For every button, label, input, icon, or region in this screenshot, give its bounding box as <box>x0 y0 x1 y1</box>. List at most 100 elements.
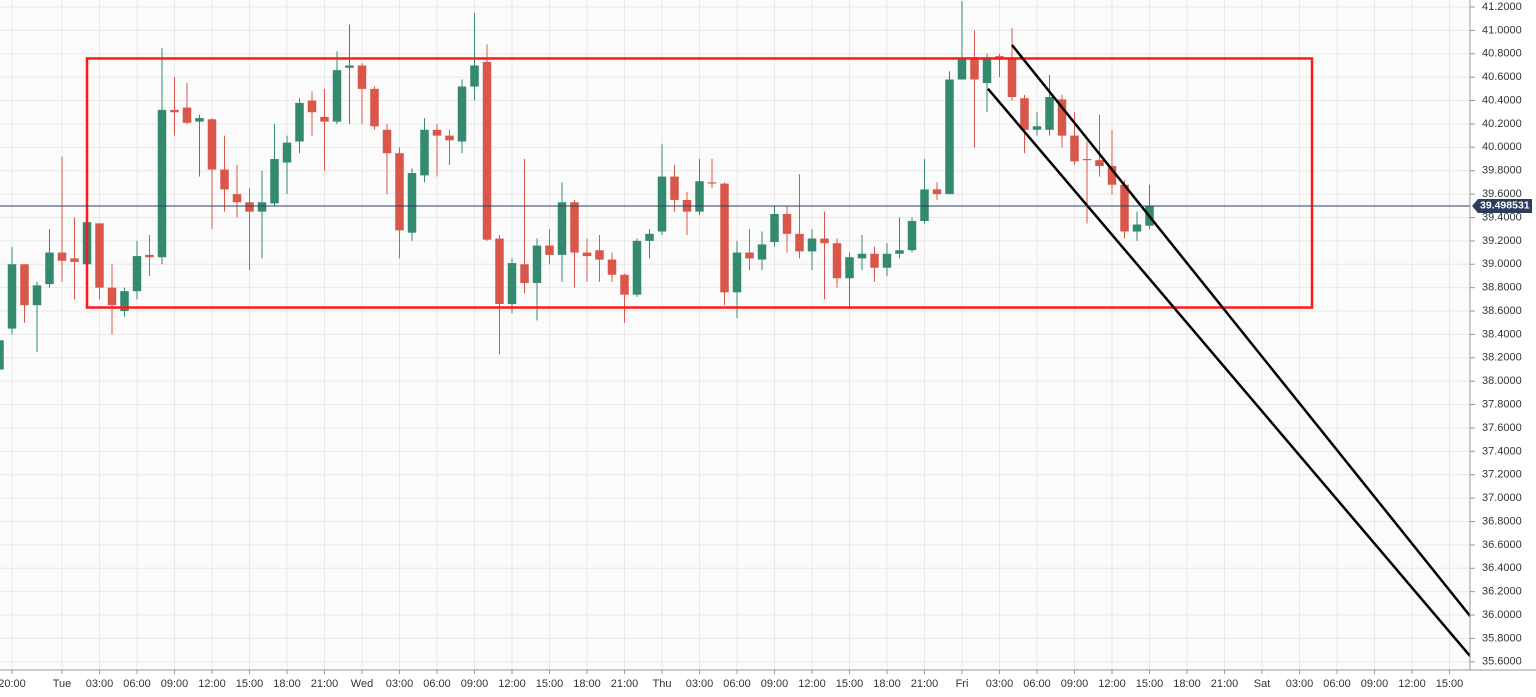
y-tick-label: 36.4000 <box>1482 562 1522 574</box>
candle-body <box>857 253 867 259</box>
y-tick-label: 40.4000 <box>1482 94 1522 106</box>
candle-body <box>795 233 804 252</box>
x-tick-label: Wed <box>351 678 373 690</box>
y-tick-label: 37.6000 <box>1482 422 1522 434</box>
x-tick-label: 15:00 <box>1436 678 1464 690</box>
candle-body <box>557 202 567 255</box>
y-tick-label: 39.2000 <box>1482 235 1522 247</box>
x-tick-label: 06:00 <box>1323 678 1351 690</box>
candle-body <box>845 257 854 279</box>
candle-body <box>1120 184 1129 232</box>
x-tick-label: 15:00 <box>236 678 264 690</box>
x-tick-label: 06:00 <box>1023 678 1051 690</box>
candle-body <box>632 240 642 295</box>
candle-body <box>357 65 367 89</box>
y-tick-label: 37.2000 <box>1482 469 1522 481</box>
x-tick-label: 12:00 <box>198 678 226 690</box>
candle-body <box>757 244 767 260</box>
y-tick-label: 39.8000 <box>1482 165 1522 177</box>
candle-body <box>895 250 904 254</box>
candle-body <box>570 202 579 253</box>
candle-body <box>20 264 29 306</box>
x-tick-label: Thu <box>653 678 672 690</box>
x-tick-label: 21:00 <box>611 678 639 690</box>
candle-body <box>695 181 704 212</box>
x-tick-label: 12:00 <box>1098 678 1126 690</box>
candle-body <box>95 223 104 288</box>
candle-body <box>607 259 617 275</box>
candle-body <box>932 189 942 195</box>
x-tick-label: 09:00 <box>761 678 789 690</box>
candle-body <box>270 159 279 204</box>
candle-body <box>532 245 542 283</box>
candle-body <box>745 252 754 259</box>
x-tick-label: Fri <box>956 678 969 690</box>
candle-body <box>345 65 354 68</box>
plot <box>0 1 1470 658</box>
x-tick-label: 03:00 <box>386 678 414 690</box>
x-tick-label: 03:00 <box>686 678 714 690</box>
candle-body <box>1070 135 1079 162</box>
candle-body <box>120 291 129 312</box>
x-tick-label: 03:00 <box>1286 678 1314 690</box>
candle-body <box>970 57 979 80</box>
y-tick-label: 36.0000 <box>1482 609 1522 621</box>
candle-body <box>332 70 342 122</box>
candle-body <box>620 274 629 295</box>
x-tick-label: 18:00 <box>273 678 301 690</box>
candle-body <box>870 253 879 268</box>
candle-body <box>507 263 517 305</box>
x-tick-label: 06:00 <box>423 678 451 690</box>
y-tick-label: 38.0000 <box>1482 375 1522 387</box>
candle-body <box>132 256 142 292</box>
candle-body <box>645 233 654 241</box>
y-tick-label: 40.2000 <box>1482 118 1522 130</box>
x-tick-label: 09:00 <box>161 678 189 690</box>
candle-body <box>220 169 229 190</box>
candle-body <box>45 252 54 285</box>
x-tick-label: 12:00 <box>1398 678 1426 690</box>
trend-line <box>987 88 1470 658</box>
candle-body <box>1045 97 1054 130</box>
last-price-marker <box>1472 198 1532 213</box>
candle-body <box>145 254 154 258</box>
candle-body <box>982 57 992 84</box>
candle-body <box>70 258 79 262</box>
y-tick-label: 39.6000 <box>1482 188 1522 200</box>
x-tick-label: 12:00 <box>798 678 826 690</box>
x-tick-label: 18:00 <box>1173 678 1201 690</box>
candle-body <box>482 61 492 240</box>
candle-body <box>882 253 892 268</box>
x-tick-label: 18:00 <box>873 678 901 690</box>
x-tick-label: 15:00 <box>536 678 564 690</box>
x-tick-label: 03:00 <box>986 678 1014 690</box>
candle-body <box>382 129 392 154</box>
candle-body <box>657 176 667 232</box>
y-tick-label: 39.4000 <box>1482 211 1522 223</box>
candle-body <box>1020 98 1029 130</box>
candle-body <box>820 238 829 244</box>
candle-body <box>595 250 604 260</box>
candle-body <box>257 202 267 212</box>
candle-body <box>395 153 404 231</box>
candle-body <box>170 109 179 113</box>
y-tick-label: 38.8000 <box>1482 282 1522 294</box>
x-tick-label: 21:00 <box>911 678 939 690</box>
x-tick-label: 21:00 <box>1211 678 1239 690</box>
candle-body <box>107 287 117 306</box>
candle-body <box>720 183 729 293</box>
y-tick-label: 41.0000 <box>1482 24 1522 36</box>
y-tick-label: 40.6000 <box>1482 71 1522 83</box>
x-tick-label: Tue <box>53 678 72 690</box>
candle-body <box>1095 160 1104 167</box>
y-tick-label: 37.0000 <box>1482 492 1522 504</box>
x-tick-label: Sat <box>1254 678 1271 690</box>
candle-body <box>582 252 592 257</box>
y-tick-label: 36.8000 <box>1482 515 1522 527</box>
candle-body <box>32 285 42 306</box>
candle-body <box>0 340 4 370</box>
candle-body <box>495 238 504 305</box>
y-tick-label: 36.2000 <box>1482 586 1522 598</box>
candle-body <box>245 202 254 212</box>
